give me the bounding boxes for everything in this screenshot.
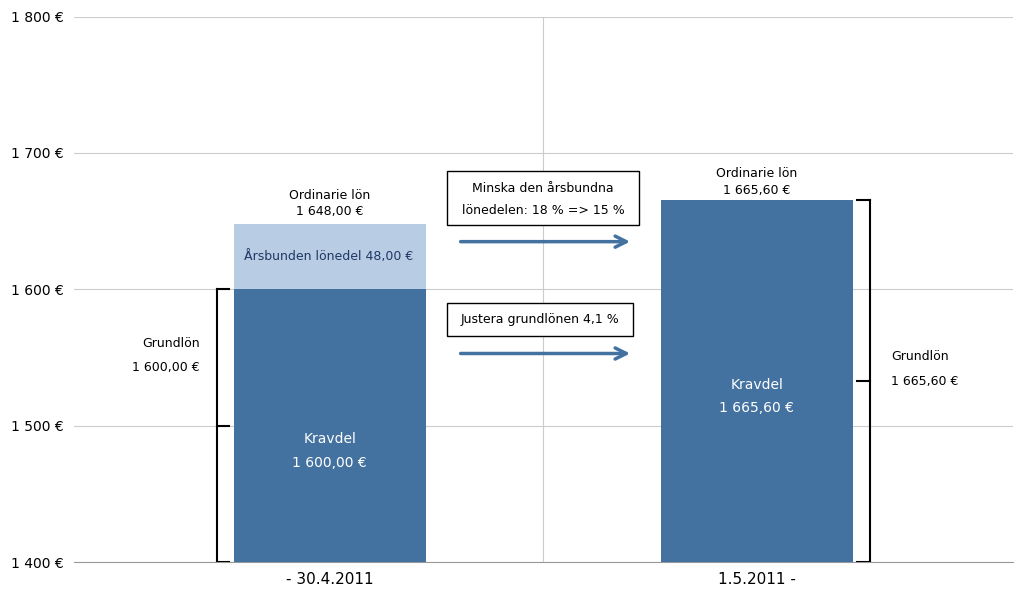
Text: 1 648,00 €: 1 648,00 €	[296, 206, 364, 218]
Text: 1 600,00 €: 1 600,00 €	[293, 456, 367, 469]
Text: 1 665,60 €: 1 665,60 €	[723, 184, 791, 197]
Text: 1 600,00 €: 1 600,00 €	[132, 361, 200, 374]
Text: Justera grundlönen 4,1 %: Justera grundlönen 4,1 %	[461, 313, 620, 326]
Text: Kravdel: Kravdel	[303, 432, 356, 447]
Text: lönedelen: 18 % => 15 %: lönedelen: 18 % => 15 %	[462, 203, 625, 216]
Bar	[233, 224, 426, 289]
Text: Ordinarie lön: Ordinarie lön	[289, 189, 371, 202]
FancyBboxPatch shape	[447, 171, 639, 225]
Text: 1 665,60 €: 1 665,60 €	[719, 401, 795, 415]
Bar	[233, 289, 426, 562]
Bar	[660, 200, 853, 562]
Text: Kravdel: Kravdel	[730, 378, 783, 392]
Text: 1 665,60 €: 1 665,60 €	[891, 374, 958, 388]
FancyBboxPatch shape	[447, 303, 633, 335]
Text: Ordinarie lön: Ordinarie lön	[716, 167, 798, 180]
Text: Grundlön: Grundlön	[891, 350, 949, 363]
Text: Minska den årsbundna: Minska den årsbundna	[472, 182, 614, 195]
Text: Årsbunden lönedel 48,00 €: Årsbunden lönedel 48,00 €	[245, 250, 414, 263]
Text: Grundlön: Grundlön	[142, 337, 200, 350]
